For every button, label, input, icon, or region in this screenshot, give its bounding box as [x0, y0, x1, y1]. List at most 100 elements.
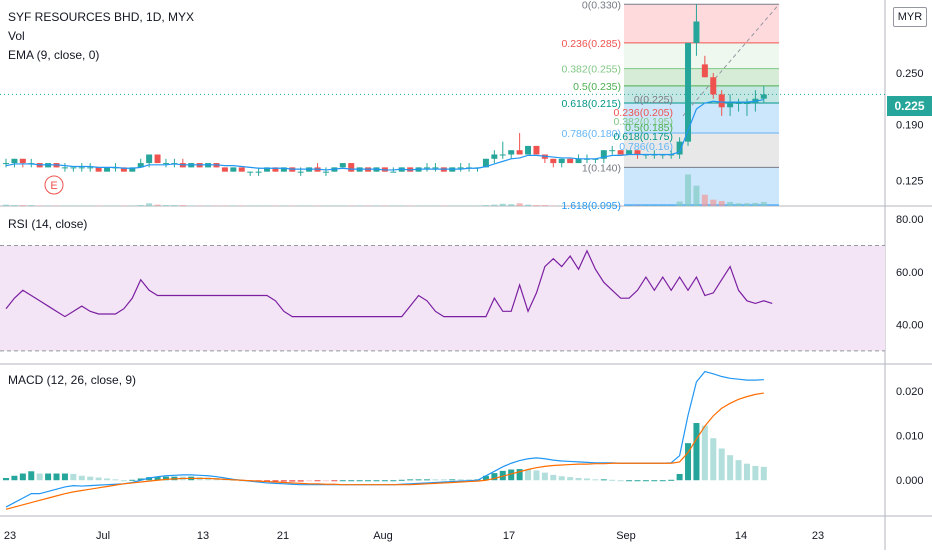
fib-zone	[624, 167, 779, 206]
price-axis-tick: 0.190	[896, 119, 924, 131]
macd-histogram-bar	[3, 478, 9, 480]
symbol-title[interactable]: SYF RESOURCES BHD, 1D, MYX	[8, 10, 194, 24]
macd-histogram-bar	[592, 479, 598, 480]
volume-legend[interactable]: Vol	[8, 29, 25, 43]
candle-body	[163, 163, 169, 164]
macd-histogram-bar	[651, 480, 657, 481]
volume-bar	[609, 205, 615, 206]
macd-histogram-bar	[79, 476, 85, 480]
volume-bar	[744, 203, 750, 206]
candle-body	[576, 159, 582, 163]
fib-label: 0.236(0.285)	[561, 38, 621, 50]
time-axis-tick: 17	[503, 530, 515, 542]
fib-zone	[624, 4, 779, 43]
candle-body	[508, 150, 514, 154]
macd-histogram-bar	[121, 480, 127, 481]
candle-body	[3, 163, 9, 164]
volume-bar	[28, 205, 34, 206]
macd-histogram-bar	[525, 470, 531, 481]
time-axis-tick: 23	[4, 530, 16, 542]
macd-histogram-bar	[744, 464, 750, 481]
rsi-pane-title[interactable]: RSI (14, close)	[8, 217, 87, 231]
macd-histogram-bar	[601, 479, 607, 480]
macd-histogram-bar	[373, 480, 379, 481]
macd-histogram-bar	[407, 479, 413, 480]
candle-body	[62, 167, 68, 168]
volume-bar	[180, 205, 186, 206]
macd-histogram-bar	[736, 460, 742, 480]
macd-histogram-bar	[382, 480, 388, 481]
candle-body	[567, 159, 573, 163]
candle-body	[635, 150, 641, 154]
macd-histogram-bar	[20, 474, 26, 481]
volume-bar	[710, 200, 716, 206]
volume-bar	[685, 175, 691, 207]
candle-body	[230, 167, 236, 171]
fib-label: 0.382(0.255)	[561, 64, 621, 76]
macd-histogram-bar	[576, 478, 582, 480]
fib-zone	[624, 43, 779, 69]
macd-pane-title[interactable]: MACD (12, 26, close, 9)	[8, 373, 136, 387]
volume-bar	[146, 203, 152, 206]
macd-histogram-bar	[281, 480, 287, 481]
macd-histogram-bar	[331, 480, 337, 481]
macd-histogram-bar	[609, 480, 615, 481]
volume-bar	[761, 202, 767, 206]
candle-body	[458, 167, 464, 168]
candle-body	[390, 172, 396, 173]
fib-label: 0.618(0.215)	[561, 98, 621, 110]
macd-histogram-bar	[416, 479, 422, 480]
earnings-marker-label: E	[50, 180, 57, 192]
macd-histogram-bar	[752, 466, 758, 480]
candle-body	[736, 103, 742, 104]
candle-body	[727, 103, 733, 107]
candle-body	[79, 167, 85, 168]
time-axis-tick: Aug	[373, 530, 393, 542]
candle-body	[11, 159, 17, 163]
volume-bar	[693, 186, 699, 206]
fib-label: 0(0.330)	[582, 0, 621, 11]
macd-axis-tick: 0.000	[896, 475, 924, 487]
macd-histogram-bar	[668, 480, 674, 481]
candle-body	[239, 167, 245, 171]
volume-bar	[727, 202, 733, 206]
ema-legend[interactable]: EMA (9, close, 0)	[8, 48, 99, 62]
candle-body	[87, 167, 93, 168]
volume-bar	[508, 204, 514, 206]
candle-body	[533, 146, 539, 155]
macd-histogram-bar	[357, 480, 363, 481]
macd-histogram-bar	[315, 480, 321, 481]
macd-histogram-bar	[710, 438, 716, 480]
candle-body	[432, 167, 438, 168]
fib-label: 0.5(0.235)	[573, 81, 621, 93]
candle-body	[104, 167, 110, 171]
last-price-tag: 0.225	[887, 96, 932, 116]
macd-histogram-bar	[112, 479, 118, 480]
candle-body	[559, 159, 565, 163]
macd-histogram-bar	[348, 480, 354, 481]
macd-histogram-bar	[54, 474, 60, 481]
candle-body	[348, 163, 354, 172]
macd-histogram-bar	[365, 480, 371, 481]
macd-histogram-bar	[129, 480, 135, 481]
candle-body	[710, 77, 716, 94]
candle-body	[719, 94, 725, 107]
candle-body	[146, 155, 152, 164]
candle-body	[96, 167, 102, 171]
macd-histogram-bar	[424, 479, 430, 480]
candle-body	[517, 150, 523, 154]
volume-bar	[11, 205, 17, 206]
candle-body	[744, 103, 750, 104]
volume-bar	[702, 195, 708, 206]
macd-histogram-bar	[441, 479, 447, 480]
fib-label: 0.786(0.180)	[561, 128, 621, 140]
macd-histogram-bar	[399, 480, 405, 481]
candle-body	[491, 155, 497, 159]
macd-histogram-bar	[727, 455, 733, 480]
price-axis-tick: 0.250	[896, 68, 924, 80]
time-axis-tick: 23	[812, 530, 824, 542]
currency-button[interactable]: MYR	[893, 7, 927, 27]
macd-histogram-bar	[340, 480, 346, 481]
